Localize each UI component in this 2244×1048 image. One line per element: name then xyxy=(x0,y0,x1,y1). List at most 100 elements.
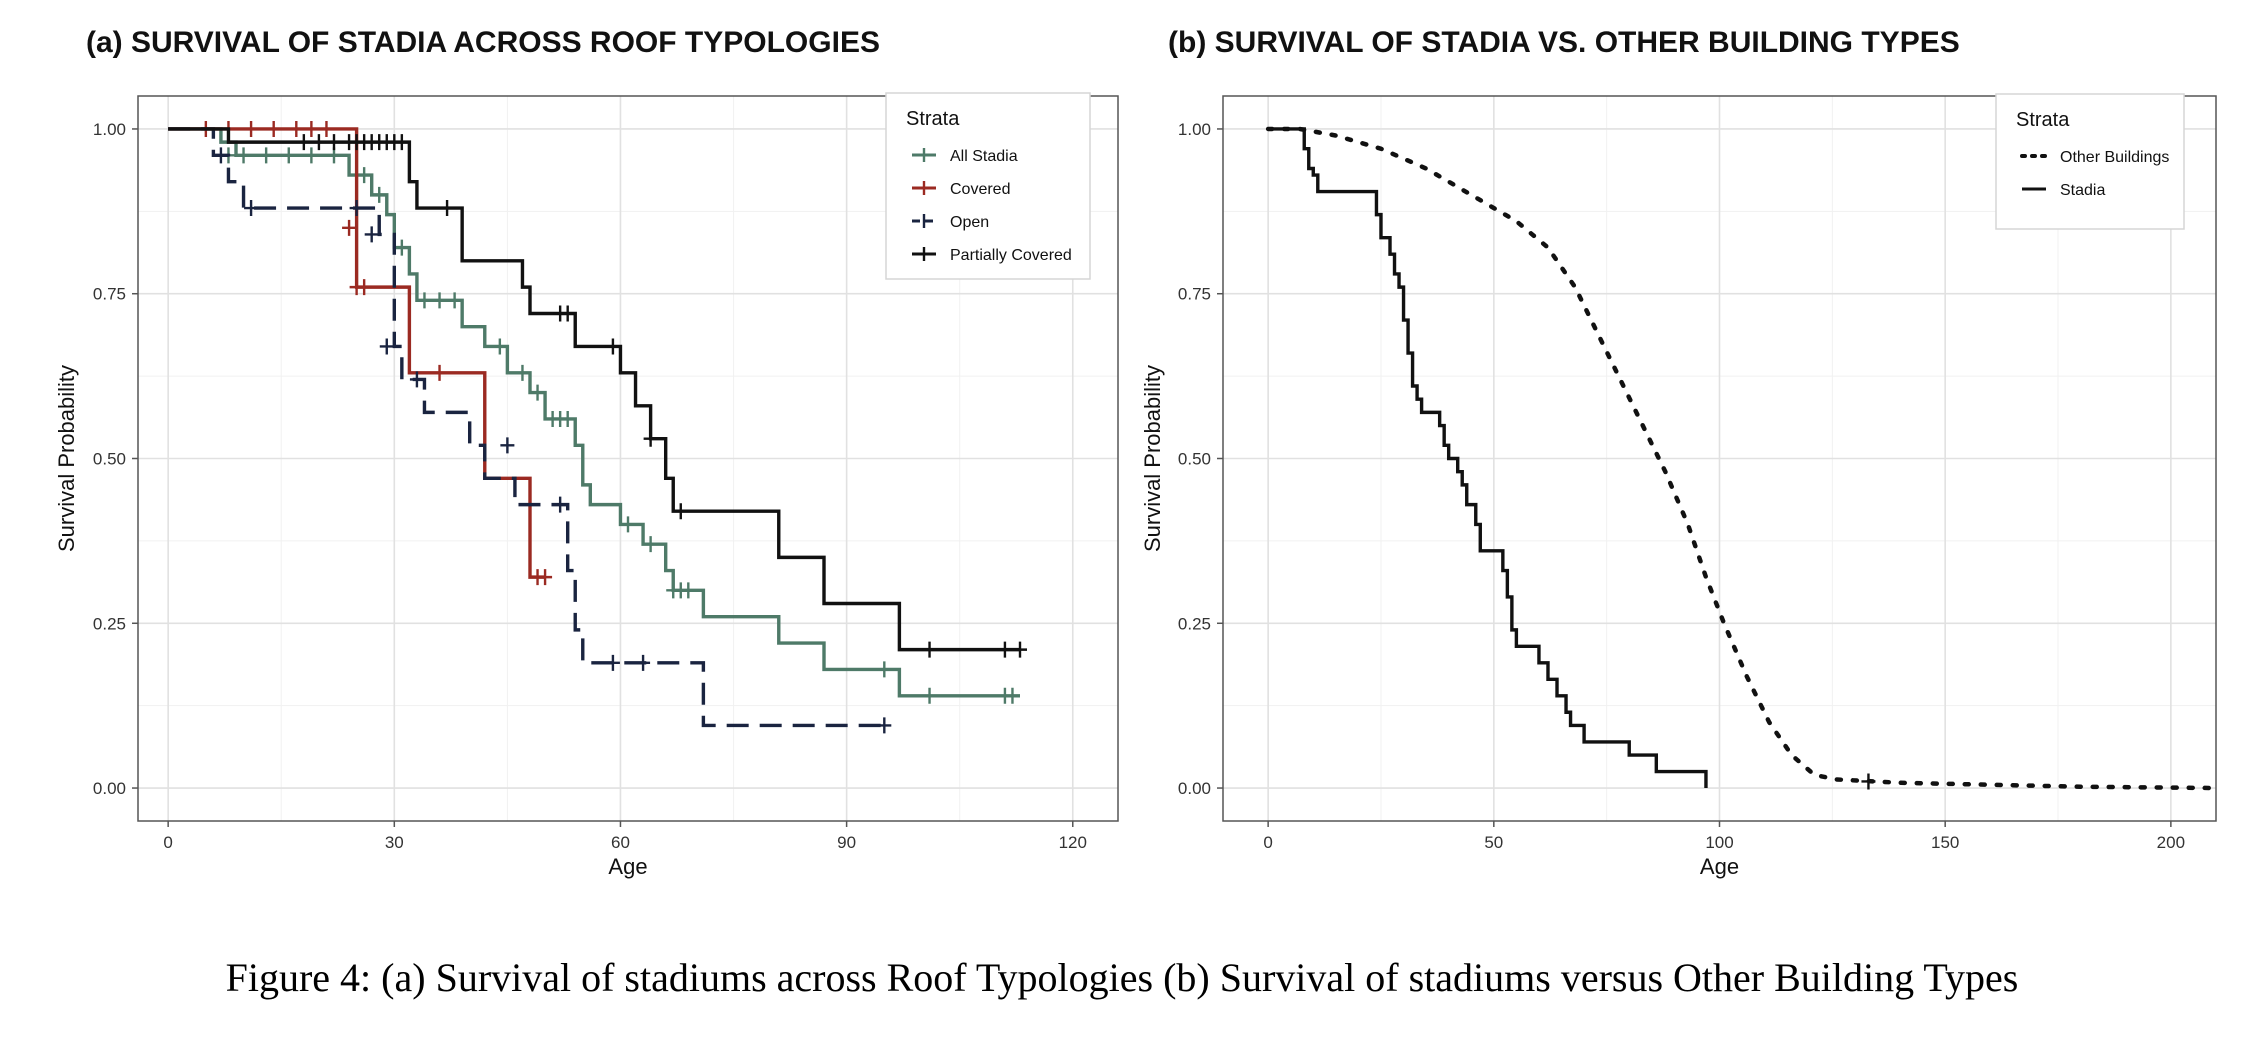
panel-a-gridlines xyxy=(138,96,1118,821)
panel-b-x-tick-label: 100 xyxy=(1705,833,1733,852)
panel-a-series-all-stadia-censor-mark xyxy=(357,167,372,184)
panel-a-x-tick-label: 120 xyxy=(1059,833,1087,852)
panel-a-series-all-stadia-censor-mark xyxy=(372,186,387,203)
panel-a-series-all-stadia-censor-mark xyxy=(621,516,635,533)
panel-a-series-open-censor-mark xyxy=(877,717,892,734)
panel-b-title: (b) SURVIVAL OF STADIA VS. OTHER BUILDIN… xyxy=(1168,26,1960,59)
panel-a-y-axis-label: Survival Probability xyxy=(54,365,79,552)
panel-a-y-tick-label: 0.75 xyxy=(93,285,126,304)
panel-b-series-stadia-line xyxy=(1268,127,1708,789)
panel-a-series-partially-covered-censor-mark xyxy=(440,200,455,217)
panel-a-legend-label-all-stadia: All Stadia xyxy=(950,148,1018,165)
panel-a-series-open-censor-mark xyxy=(244,200,259,217)
panel-b-y-axis-label: Survival Probability xyxy=(1140,365,1165,552)
panel-a-series-covered-censor-mark xyxy=(304,120,319,137)
panel-a-series-covered-censor-mark xyxy=(289,120,304,137)
panel-b-legend-label-stadia: Stadia xyxy=(2060,182,2105,199)
panel-a-series-partially-covered-censor-mark xyxy=(296,134,311,151)
panel-a-series-all-stadia-censor-mark xyxy=(281,147,296,164)
panel-b-series-stadia xyxy=(1268,127,1708,789)
panel-a-series-all-stadia xyxy=(168,127,1020,704)
panel-a-series-all-stadia-censor-mark xyxy=(432,292,447,309)
panel-b-legend-box xyxy=(1995,93,2185,230)
panel-a-series-all-stadia-censor-mark xyxy=(447,292,462,309)
panel-a-series-all-stadia-censor-mark xyxy=(1005,687,1020,704)
panel-a-series-covered-censor-mark xyxy=(432,364,447,381)
panel-a-legend-label-covered: Covered xyxy=(950,181,1010,198)
panel-a-series-open-censor-mark xyxy=(364,226,379,243)
panel-a-series-covered-censor-mark xyxy=(538,569,553,586)
panel-a-series-covered-censor-mark xyxy=(357,279,372,296)
panel-b-legend-title: Strata xyxy=(2016,109,2070,131)
panel-a-legend-label-open: Open xyxy=(950,214,989,231)
panel-a-series-partially-covered-line xyxy=(168,127,1020,652)
figure-caption: Figure 4: (a) Survival of stadiums acros… xyxy=(225,955,2019,1000)
panel-a-series-partially-covered xyxy=(168,127,1027,658)
panel-a-series-partially-covered-censor-mark xyxy=(560,305,575,322)
panel-a-series-open-censor-mark xyxy=(500,437,515,454)
panel-a-series-all-stadia-censor-mark xyxy=(515,364,530,381)
panel-a-series-covered xyxy=(168,120,553,586)
panel-a-legend-label-partially-covered: Partially Covered xyxy=(950,247,1072,264)
panel-b-x-tick-label: 200 xyxy=(2157,833,2185,852)
panel-b-y-tick-label: 0.00 xyxy=(1178,779,1211,798)
panel-a-x-axis-label: Age xyxy=(608,854,647,879)
panel-b-legend-label-other-buildings: Other Buildings xyxy=(2060,149,2169,166)
panel-a-series-open-censor-mark xyxy=(379,338,394,355)
panel-a-series-all-stadia-censor-mark xyxy=(681,582,696,599)
panel-a-x-tick-label: 30 xyxy=(385,833,404,852)
panel-a-series-all-stadia-censor-mark xyxy=(922,687,937,704)
panel-a-series-open-censor-mark xyxy=(553,496,568,513)
panel-a-series-all-stadia-censor-mark xyxy=(259,147,274,164)
panel-a-series-all-stadia-censor-mark xyxy=(643,536,658,553)
panel-a-series-partially-covered-censor-mark xyxy=(673,503,688,520)
panel-a-x-tick-label: 0 xyxy=(163,833,172,852)
panel-a-series-covered-censor-mark xyxy=(342,219,357,236)
panel-b-y-tick-label: 0.25 xyxy=(1178,614,1211,633)
panel-a-y-tick-label: 0.25 xyxy=(93,614,126,633)
panel-b-chart: (b) SURVIVAL OF STADIA VS. OTHER BUILDIN… xyxy=(1140,26,2219,879)
panel-a-series-covered-censor-mark xyxy=(319,120,334,137)
panel-a-series-partially-covered-censor-mark xyxy=(997,641,1012,658)
panel-b-x-axis-label: Age xyxy=(1700,854,1739,879)
panel-a-series-partially-covered-censor-mark xyxy=(1013,641,1027,658)
panel-b-series-other-buildings xyxy=(1265,126,2219,791)
panel-b-y-tick-label: 0.75 xyxy=(1178,285,1211,304)
panel-a-series-covered-censor-mark xyxy=(244,120,259,137)
panel-a-series-partially-covered-censor-mark xyxy=(605,338,620,355)
panel-a-y-tick-label: 1.00 xyxy=(93,120,126,139)
panel-a-series-partially-covered-censor-mark xyxy=(394,134,409,151)
panel-b-series-other-buildings-line xyxy=(1265,126,2219,791)
panel-b-x-tick-label: 50 xyxy=(1484,833,1503,852)
panel-b-x-tick-label: 150 xyxy=(1931,833,1959,852)
panel-a-series-covered-censor-mark xyxy=(266,120,281,137)
panel-a-x-tick-label: 60 xyxy=(611,833,630,852)
panel-a-x-tick-label: 90 xyxy=(837,833,856,852)
panel-a-series-partially-covered-censor-mark xyxy=(643,430,658,447)
panel-a-series-partially-covered-censor-mark xyxy=(327,134,341,151)
panel-a-series-open xyxy=(168,127,892,734)
panel-a-series-all-stadia-censor-mark xyxy=(560,410,575,427)
panel-a-legend: Strata All Stadia Covered Open Partially Cov… xyxy=(885,92,1091,280)
panel-b-legend: Strata Other Buildings Stadia xyxy=(1995,93,2185,230)
panel-a-series-covered-line xyxy=(168,127,546,579)
panel-a-series-partially-covered-censor-mark xyxy=(922,641,937,658)
panel-a-series-partially-covered-censor-mark xyxy=(311,134,326,151)
panel-b-gridlines xyxy=(1223,96,2216,821)
panel-a-y-tick-label: 0.50 xyxy=(93,450,126,469)
panel-a-series-open-censor-mark xyxy=(213,147,228,164)
panel-a-series-open-censor-mark xyxy=(409,371,424,388)
panel-a-series-all-stadia-censor-mark xyxy=(394,239,409,256)
panel-a-legend-title: Strata xyxy=(906,108,960,130)
panel-b-y-tick-label: 0.50 xyxy=(1178,450,1211,469)
panel-a-series-open-line xyxy=(168,127,885,728)
panel-a-series-all-stadia-censor-mark xyxy=(877,661,892,678)
panel-a-series-open-censor-mark xyxy=(605,654,620,671)
panel-a-series-all-stadia-censor-mark xyxy=(530,384,545,401)
panel-a-series-all-stadia-censor-mark xyxy=(236,147,251,164)
panel-a-legend-box xyxy=(885,92,1091,280)
panel-a-y-tick-label: 0.00 xyxy=(93,779,126,798)
panel-a-series-open-censor-mark xyxy=(349,200,364,217)
panel-a-series-all-stadia-censor-mark xyxy=(304,147,319,164)
